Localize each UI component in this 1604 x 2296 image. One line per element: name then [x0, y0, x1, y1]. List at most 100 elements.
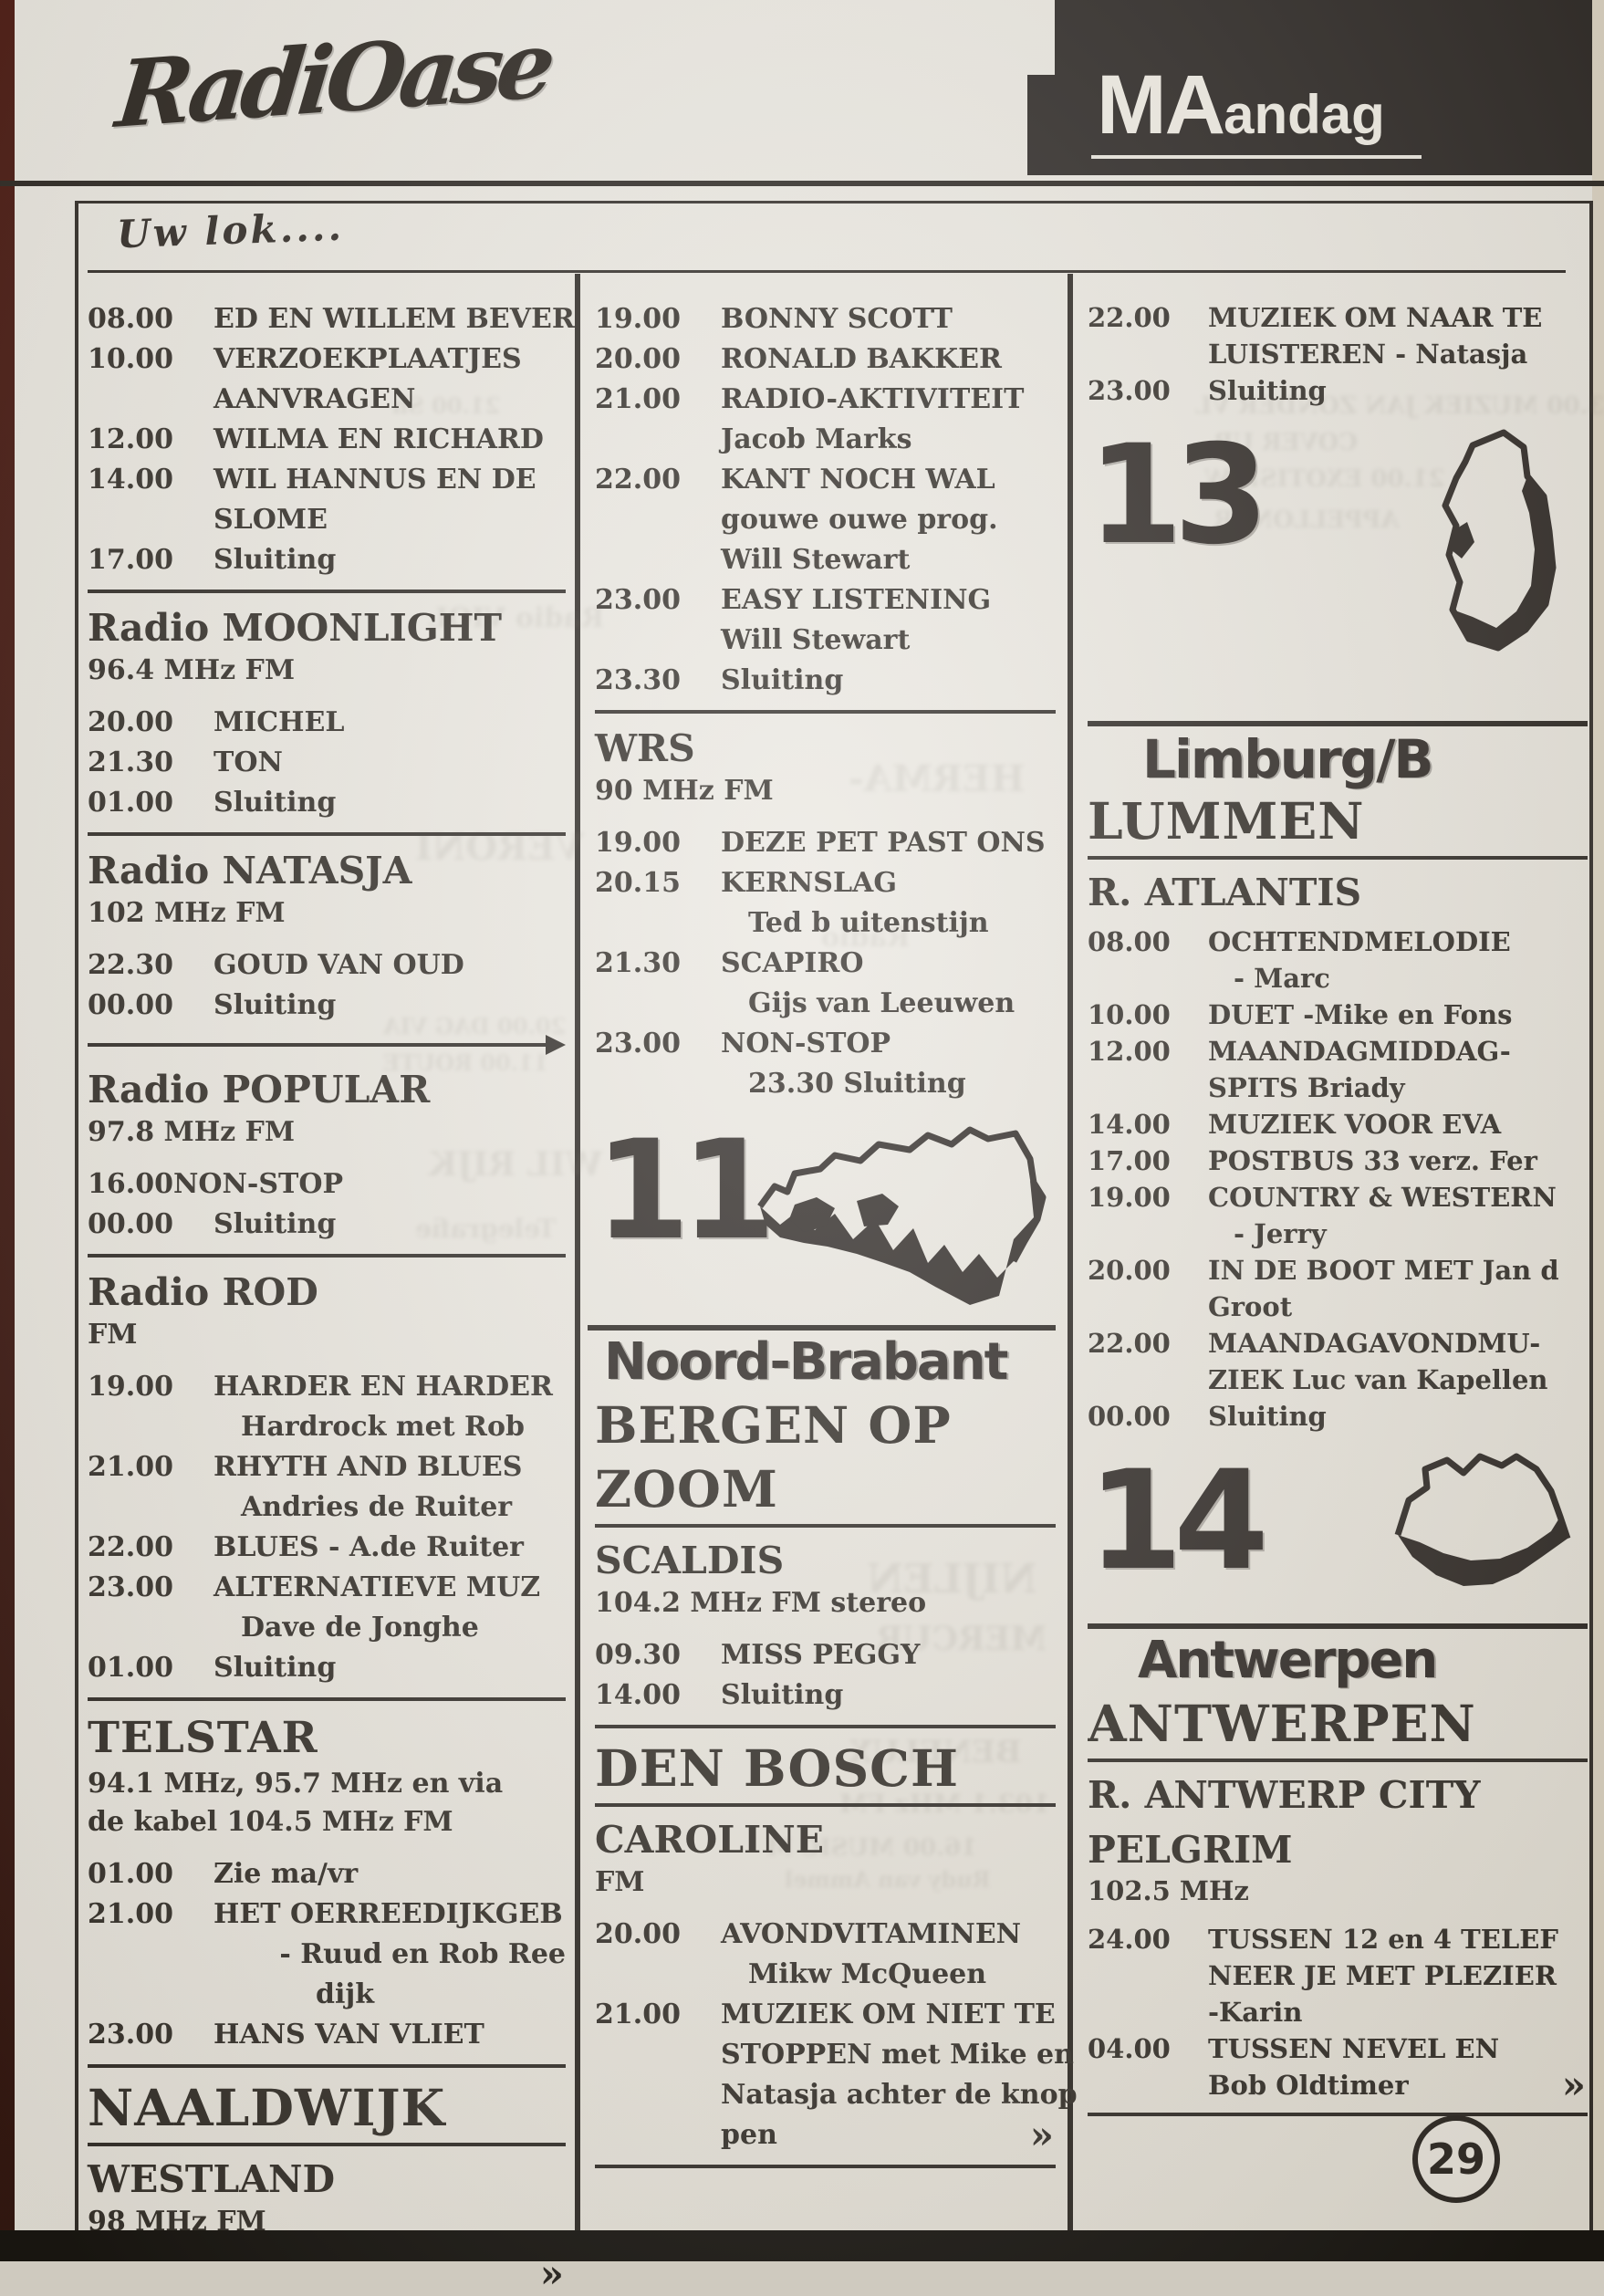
- noord-brabant-map: [757, 1126, 1047, 1305]
- program-time: 00.00: [88, 989, 173, 1021]
- city-heading: BERGEN OP: [595, 1395, 952, 1455]
- program-title: HET OERREEDIJKGEB: [214, 1898, 563, 1930]
- region-baseline: [588, 1325, 1056, 1331]
- program-title: HANS VAN VLIET: [214, 2019, 484, 2051]
- program-time: 19.00: [595, 827, 681, 859]
- program-title: MUZIEK OM NIET TE: [721, 1999, 1056, 2030]
- program-title: WIL HANNUS EN DE: [214, 464, 536, 496]
- divider-line: [595, 1725, 1056, 1728]
- program-row: Will Stewart: [595, 621, 1056, 661]
- program-time: 19.00: [595, 303, 681, 335]
- program-title: MUZIEK OM NAAR TE: [1208, 302, 1543, 333]
- region-block: 14 Antwerpen: [1088, 1442, 1588, 1690]
- region-block: 11 Noord-Brabant: [588, 1111, 1056, 1392]
- station-name: WESTLAND: [88, 2157, 336, 2201]
- program-row: - Marc: [1088, 960, 1588, 997]
- program-title: TON: [214, 746, 283, 778]
- program-row: Will Stewart: [595, 540, 1056, 580]
- city-heading: ZOOM: [595, 1460, 1056, 1528]
- divider-line: [88, 832, 566, 836]
- program-row: 22.00 MAANDAGAVONDMU-: [1088, 1325, 1588, 1362]
- program-row: 22.00 KANT NOCH WAL: [595, 460, 1056, 500]
- program-row: Hardrock met Rob: [88, 1407, 566, 1447]
- program-title: AVONDVITAMINEN: [721, 1918, 1022, 1950]
- program-title: MAANDAGMIDDAG-: [1208, 1036, 1511, 1067]
- program-row: 01.00 Zie ma/vr: [88, 1854, 566, 1894]
- program-time: 22.00: [88, 1531, 173, 1563]
- scan-bottom-bar: [0, 2230, 1604, 2261]
- program-title: Groot: [1208, 1291, 1293, 1322]
- program-title: RONALD BAKKER: [721, 343, 1002, 375]
- station-frequency: de kabel 104.5 MHz FM: [88, 1806, 453, 1838]
- program-title: pen: [721, 2119, 777, 2151]
- station-frequency: FM: [88, 1319, 138, 1351]
- program-title: SCAPIRO: [721, 947, 864, 979]
- program-row: 19.00 BONNY SCOTT: [595, 299, 1056, 339]
- listing-column-3: 22.00 MUZIEK OM NAAR TE LUISTEREN - Natasj…: [1088, 299, 1588, 2127]
- program-row: 20.00 IN DE BOOT MET Jan d: [1088, 1252, 1588, 1289]
- spacer: [1088, 1819, 1588, 1826]
- section-divider: [595, 1725, 1056, 1728]
- program-title: dijk: [316, 1978, 375, 2010]
- arrow-right-icon: [546, 1035, 566, 1055]
- program-title: WILMA EN RICHARD: [214, 423, 544, 455]
- program-row: - Jerry: [1088, 1216, 1588, 1252]
- city-heading: NAALDWIJK: [88, 2079, 566, 2146]
- divider-line: [88, 590, 566, 593]
- station-frequency: 96.4 MHz FM: [88, 654, 296, 686]
- program-row: 21.00 RADIO-AKTIVITEIT: [595, 380, 1056, 420]
- program-row: 00.00 Sluiting: [88, 1205, 566, 1245]
- program-time: 20.00: [88, 706, 173, 738]
- continues-icon: »: [1029, 2113, 1054, 2157]
- program-time: 09.30: [595, 1639, 681, 1671]
- binding-spine: [0, 0, 15, 2261]
- page-number-badge: 29: [1412, 2115, 1500, 2203]
- program-title: Sluiting: [1208, 375, 1327, 406]
- program-time: 08.00: [88, 303, 173, 335]
- program-time: 22.00: [1088, 1328, 1171, 1359]
- program-title: AANVRAGEN: [214, 383, 416, 415]
- program-row: 08.00 ED EN WILLEM BEVER: [88, 299, 575, 339]
- limburg-map: [1442, 429, 1557, 652]
- program-row: NEER JE MET PLEZIER: [1088, 1957, 1588, 1994]
- program-time: 01.00: [88, 787, 173, 819]
- program-title: DEZE PET PAST ONS: [721, 827, 1046, 859]
- program-row: 19.00 DEZE PET PAST ONS: [595, 823, 1056, 863]
- station-name: TELSTAR: [88, 1713, 318, 1763]
- column-divider-2: [1068, 274, 1073, 2230]
- program-row: 10.00 VERZOEKPLAATJES: [88, 339, 566, 380]
- program-title: Sluiting: [214, 787, 337, 819]
- program-title: Will Stewart: [721, 624, 911, 656]
- program-time: 22.30: [88, 949, 173, 981]
- program-title: Zie ma/vr: [214, 1858, 359, 1890]
- station-name: SCALDIS: [595, 1539, 785, 1582]
- program-row: Gijs van Leeuwen: [595, 984, 1056, 1024]
- column-divider-1: [575, 274, 580, 2230]
- program-title: MISS PEGGY: [721, 1639, 921, 1671]
- region-number: 14: [1088, 1442, 1269, 1601]
- program-title: Bob Oldtimer: [1208, 2070, 1409, 2101]
- section-divider: [595, 2165, 1056, 2168]
- program-time: 23.00: [1088, 375, 1171, 406]
- program-row: 23.00 ALTERNATIEVE MUZ: [88, 1568, 566, 1608]
- listing-column-1: 08.00 ED EN WILLEM BEVER 10.00 VERZOEKPLAAT…: [88, 299, 575, 2294]
- region-number: 13: [1088, 416, 1269, 575]
- program-row: 00.00 Sluiting: [1088, 1398, 1588, 1435]
- program-row: 22.00 MUZIEK OM NAAR TE: [1088, 299, 1588, 336]
- program-time: 12.00: [1088, 1036, 1171, 1067]
- region-number: 11: [595, 1111, 776, 1270]
- program-row: 23.00 EASY LISTENING: [595, 580, 1056, 621]
- program-title: Sluiting: [214, 1208, 337, 1240]
- region-baseline: [1088, 721, 1588, 726]
- program-row: 10.00 DUET -Mike en Fons: [1088, 997, 1588, 1033]
- section-divider: [88, 832, 566, 836]
- day-rest: andag: [1224, 84, 1385, 145]
- program-time: 10.00: [88, 343, 173, 375]
- antwerpen-map: [1394, 1453, 1571, 1586]
- program-time: 24.00: [1088, 1924, 1171, 1955]
- city-heading: ANTWERPEN: [1088, 1695, 1588, 1762]
- divider-line: [88, 1254, 566, 1258]
- program-row: gouwe ouwe prog.: [595, 500, 1056, 540]
- listing-column-2: 19.00 BONNY SCOTT 20.00 RONALD BAKKER 21.00 R…: [588, 299, 1078, 2179]
- program-title: EASY LISTENING: [721, 584, 992, 616]
